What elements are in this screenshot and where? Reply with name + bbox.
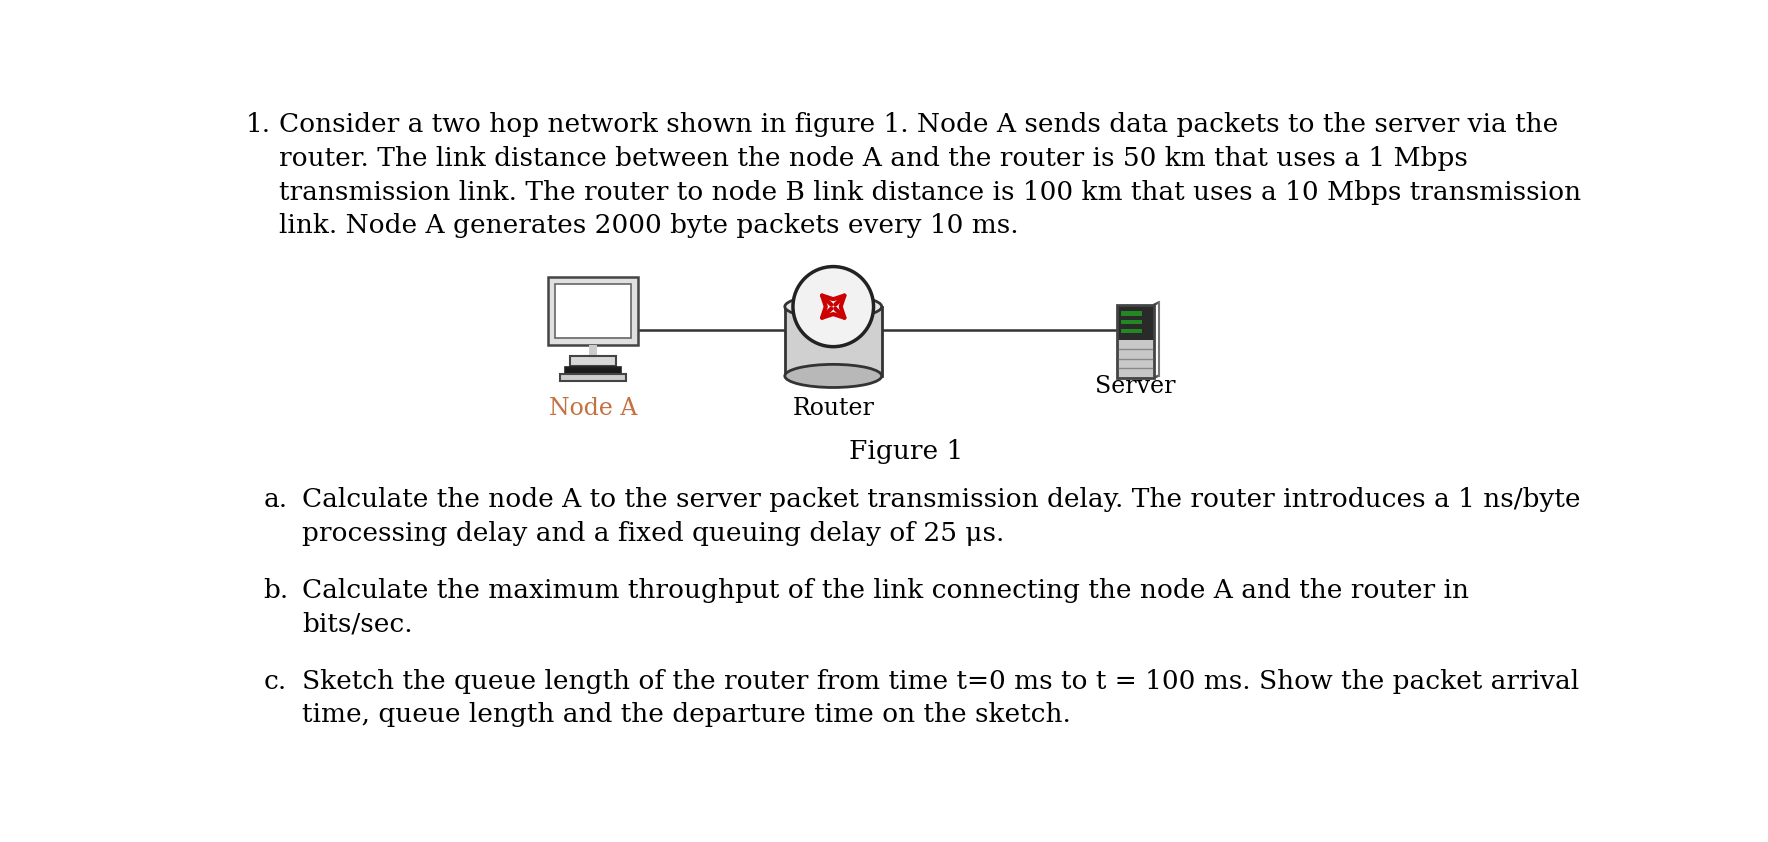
Bar xyxy=(1117,305,1155,378)
Text: a.: a. xyxy=(263,487,288,512)
Ellipse shape xyxy=(785,295,882,318)
Text: router. The link distance between the node A and the router is 50 km that uses a: router. The link distance between the no… xyxy=(279,146,1467,171)
Bar xyxy=(1121,320,1142,324)
Text: transmission link. The router to node B link distance is 100 km that uses a 10 M: transmission link. The router to node B … xyxy=(279,179,1581,205)
Bar xyxy=(566,366,621,375)
Text: link. Node A generates 2000 byte packets every 10 ms.: link. Node A generates 2000 byte packets… xyxy=(279,214,1018,238)
Bar xyxy=(1121,312,1142,316)
Text: b.: b. xyxy=(263,578,288,603)
Text: processing delay and a fixed queuing delay of 25 μs.: processing delay and a fixed queuing del… xyxy=(302,520,1004,546)
Text: Calculate the maximum throughput of the link connecting the node A and the route: Calculate the maximum throughput of the … xyxy=(302,578,1469,603)
Text: Node A: Node A xyxy=(548,397,636,419)
Text: bits/sec.: bits/sec. xyxy=(302,611,414,637)
FancyBboxPatch shape xyxy=(569,356,617,366)
Bar xyxy=(589,345,598,356)
Bar xyxy=(1121,329,1142,333)
Text: Calculate the node A to the server packet transmission delay. The router introdu: Calculate the node A to the server packe… xyxy=(302,487,1581,512)
Bar xyxy=(785,306,882,376)
Text: Consider a two hop network shown in figure 1. Node A sends data packets to the s: Consider a two hop network shown in figu… xyxy=(279,112,1558,136)
Ellipse shape xyxy=(785,365,882,387)
Text: Router: Router xyxy=(792,397,873,419)
Text: c.: c. xyxy=(263,669,286,694)
Text: 1.: 1. xyxy=(246,112,271,136)
Text: Sketch the queue length of the router from time t=0 ms to t = 100 ms. Show the p: Sketch the queue length of the router fr… xyxy=(302,669,1579,694)
Text: Server: Server xyxy=(1094,376,1176,398)
FancyBboxPatch shape xyxy=(548,277,638,345)
Text: Figure 1: Figure 1 xyxy=(849,439,964,464)
Bar xyxy=(560,375,626,381)
Bar xyxy=(1117,340,1155,378)
Circle shape xyxy=(794,267,873,347)
Text: time, queue length and the departure time on the sketch.: time, queue length and the departure tim… xyxy=(302,702,1071,727)
Bar xyxy=(1117,305,1155,340)
Bar xyxy=(555,285,631,338)
